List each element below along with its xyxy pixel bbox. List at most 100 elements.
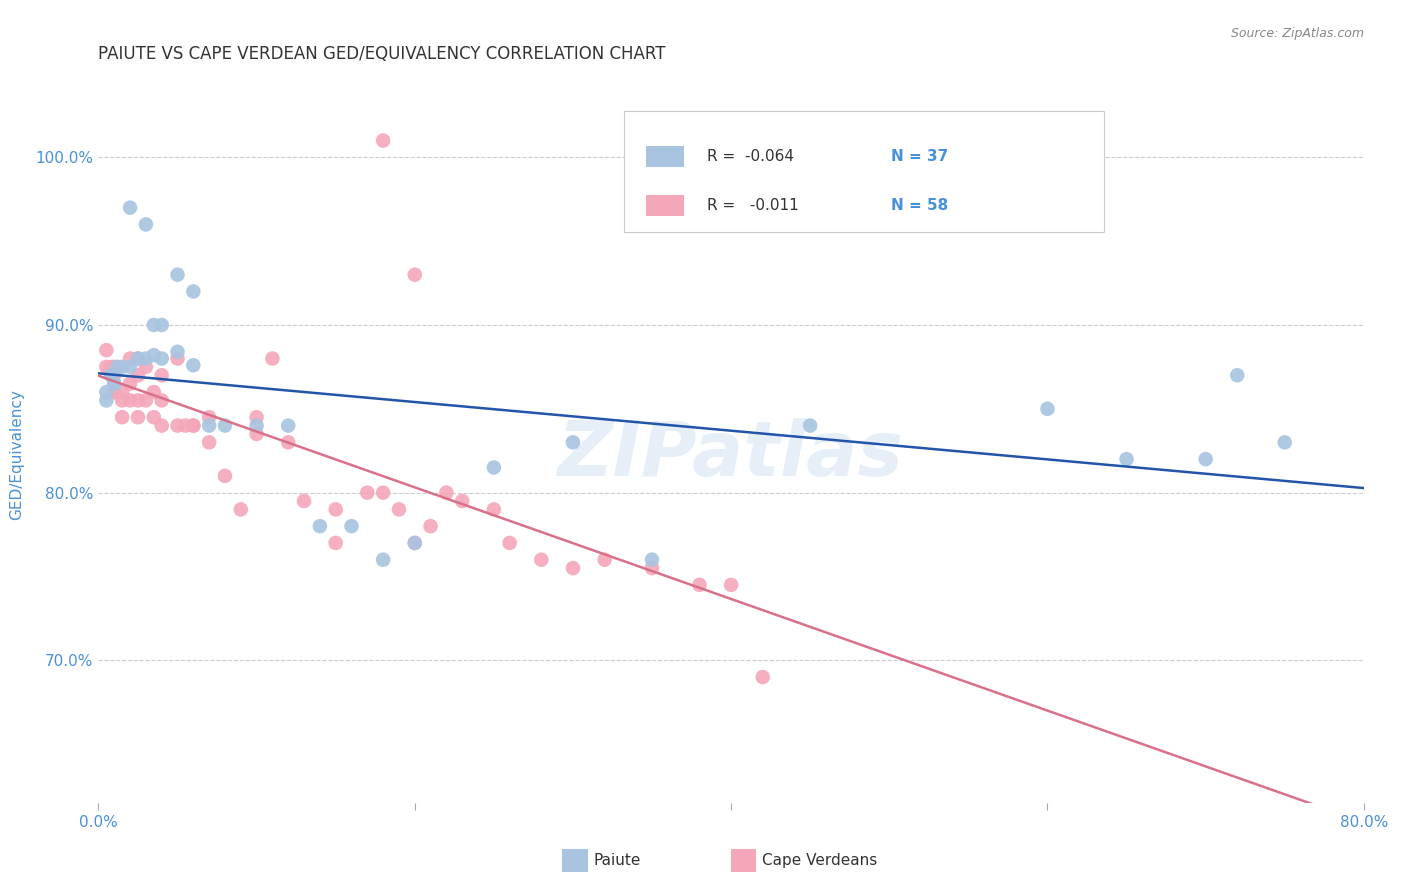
Point bbox=[166, 351, 188, 366]
Point bbox=[340, 519, 363, 533]
Point bbox=[482, 502, 505, 516]
Point bbox=[198, 410, 221, 425]
Point bbox=[111, 385, 134, 400]
Point bbox=[120, 201, 141, 215]
Point bbox=[436, 485, 458, 500]
Point bbox=[277, 418, 299, 433]
Text: PAIUTE VS CAPE VERDEAN GED/EQUIVALENCY CORRELATION CHART: PAIUTE VS CAPE VERDEAN GED/EQUIVALENCY C… bbox=[98, 45, 666, 62]
Point bbox=[277, 435, 299, 450]
Point bbox=[799, 418, 821, 433]
Point bbox=[135, 351, 157, 366]
Text: R =  -0.064: R = -0.064 bbox=[707, 149, 794, 164]
Point bbox=[183, 418, 205, 433]
Point bbox=[641, 561, 664, 575]
Point bbox=[292, 494, 315, 508]
Point bbox=[127, 351, 149, 366]
Point bbox=[96, 343, 118, 358]
Point bbox=[120, 376, 141, 391]
Point bbox=[111, 359, 134, 374]
Point bbox=[593, 552, 616, 566]
Point bbox=[371, 485, 394, 500]
Point bbox=[751, 670, 773, 684]
Point bbox=[96, 393, 118, 408]
Point bbox=[142, 410, 165, 425]
Point bbox=[356, 485, 378, 500]
Point bbox=[451, 494, 474, 508]
Point bbox=[96, 359, 118, 374]
Point bbox=[150, 418, 173, 433]
Point bbox=[103, 376, 125, 391]
Point bbox=[103, 368, 125, 383]
Point bbox=[641, 552, 664, 566]
Point bbox=[404, 536, 426, 550]
Point bbox=[325, 536, 347, 550]
Point bbox=[142, 318, 165, 332]
Point bbox=[100, 368, 122, 383]
Point bbox=[1274, 435, 1296, 450]
Text: N = 37: N = 37 bbox=[890, 149, 948, 164]
Point bbox=[198, 435, 221, 450]
Point bbox=[1115, 452, 1137, 467]
Point bbox=[150, 368, 173, 383]
Point bbox=[183, 285, 205, 299]
Point bbox=[120, 359, 141, 374]
Bar bbox=[647, 195, 685, 216]
Point bbox=[262, 351, 284, 366]
Bar bbox=[623, 111, 1104, 232]
Y-axis label: GED/Equivalency: GED/Equivalency bbox=[10, 390, 24, 520]
Point bbox=[246, 410, 269, 425]
Point bbox=[103, 385, 125, 400]
Text: N = 58: N = 58 bbox=[890, 198, 948, 213]
Point bbox=[120, 351, 141, 366]
Bar bbox=[647, 146, 685, 167]
Point bbox=[120, 393, 141, 408]
Text: Cape Verdeans: Cape Verdeans bbox=[762, 854, 877, 868]
Point bbox=[100, 359, 122, 374]
Point bbox=[135, 359, 157, 374]
Point bbox=[107, 359, 129, 374]
Point bbox=[198, 418, 221, 433]
Point bbox=[183, 418, 205, 433]
Point bbox=[127, 351, 149, 366]
Point bbox=[96, 385, 118, 400]
Point bbox=[183, 358, 205, 372]
Point bbox=[404, 268, 426, 282]
Point bbox=[1036, 401, 1059, 416]
Point bbox=[229, 502, 252, 516]
Point bbox=[498, 536, 520, 550]
Point bbox=[561, 435, 585, 450]
Point bbox=[103, 359, 125, 374]
Point bbox=[561, 561, 585, 575]
Point bbox=[419, 519, 441, 533]
Point bbox=[111, 410, 134, 425]
Point bbox=[127, 410, 149, 425]
Point bbox=[150, 318, 173, 332]
Text: Paiute: Paiute bbox=[593, 854, 641, 868]
Point bbox=[127, 393, 149, 408]
Point bbox=[150, 351, 173, 366]
Point bbox=[1194, 452, 1216, 467]
Point bbox=[246, 418, 269, 433]
Point bbox=[135, 393, 157, 408]
Point bbox=[688, 578, 710, 592]
Point bbox=[111, 393, 134, 408]
Point bbox=[482, 460, 505, 475]
Point bbox=[388, 502, 411, 516]
Point bbox=[214, 468, 236, 483]
Point bbox=[246, 427, 269, 442]
Point bbox=[309, 519, 332, 533]
Point bbox=[142, 385, 165, 400]
Point bbox=[103, 376, 125, 391]
Point bbox=[174, 418, 197, 433]
Point bbox=[142, 348, 165, 362]
Text: Source: ZipAtlas.com: Source: ZipAtlas.com bbox=[1230, 27, 1364, 40]
Point bbox=[1226, 368, 1249, 383]
Point bbox=[371, 134, 394, 148]
Point bbox=[214, 418, 236, 433]
Point bbox=[325, 502, 347, 516]
Point bbox=[103, 385, 125, 400]
Text: ZIPatlas: ZIPatlas bbox=[558, 418, 904, 491]
Point bbox=[404, 536, 426, 550]
Point bbox=[166, 268, 188, 282]
Text: R =   -0.011: R = -0.011 bbox=[707, 198, 799, 213]
